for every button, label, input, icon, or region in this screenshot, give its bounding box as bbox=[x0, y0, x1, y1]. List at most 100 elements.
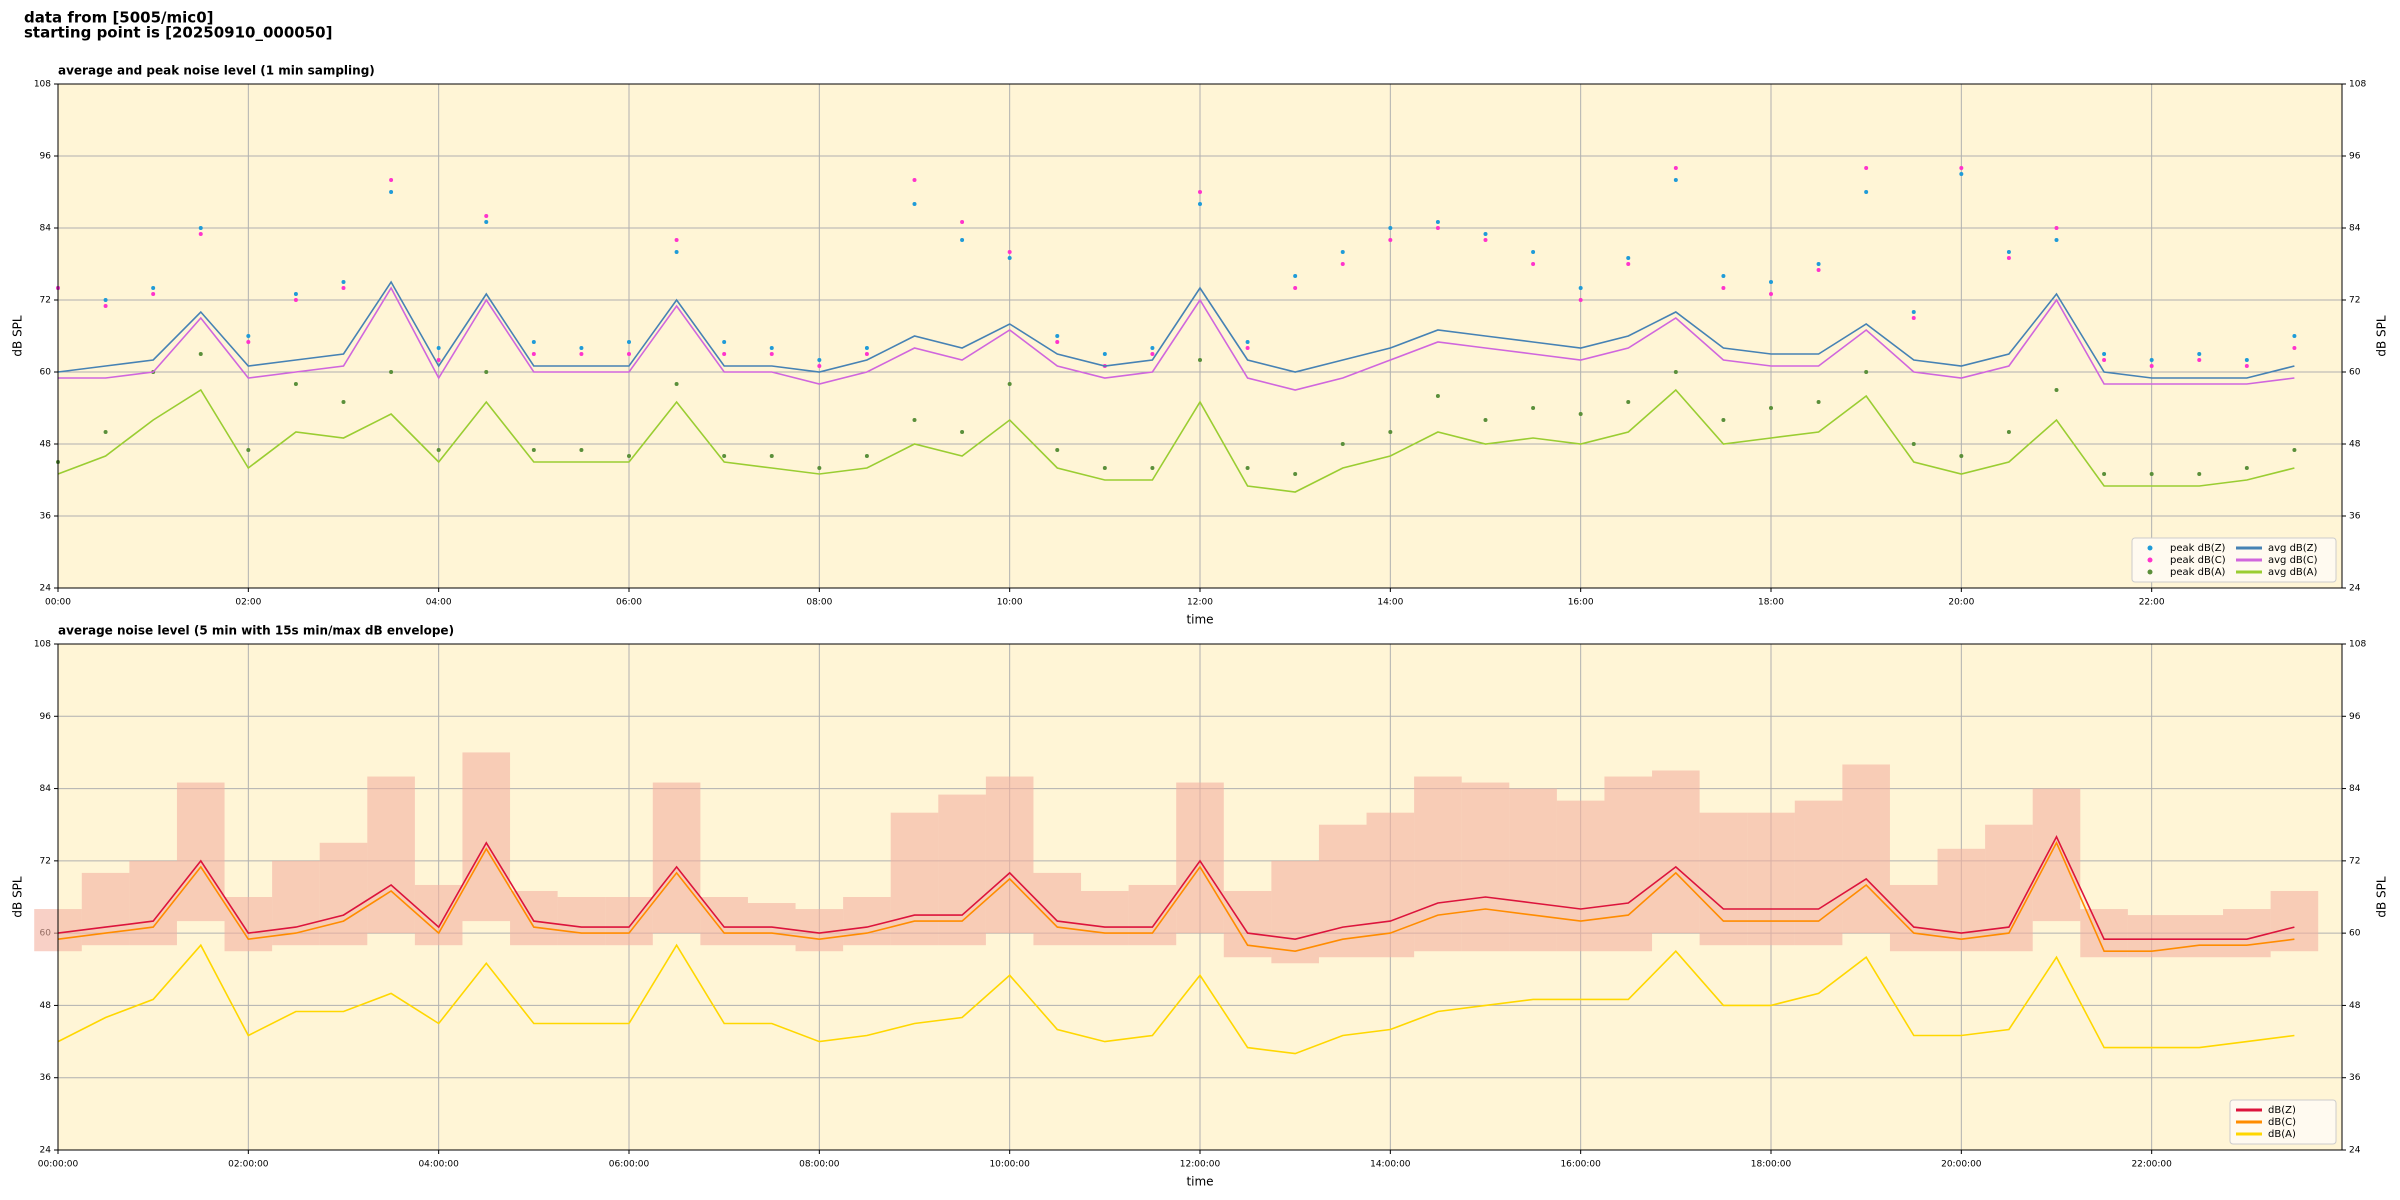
peak-point bbox=[198, 352, 203, 356]
peak-point bbox=[864, 454, 869, 458]
peak-point bbox=[246, 334, 251, 338]
y-tick-label: 24 bbox=[40, 1146, 52, 1156]
y-tick-label: 60 bbox=[2349, 929, 2361, 939]
peak-point bbox=[817, 466, 822, 470]
x-tick-label: 12:00:00 bbox=[1180, 1160, 1221, 1170]
peak-point bbox=[1959, 166, 1964, 170]
x-axis-label: time bbox=[1186, 613, 1213, 627]
envelope-band bbox=[1223, 890, 1272, 958]
envelope-band bbox=[890, 812, 939, 946]
peak-point bbox=[1388, 430, 1393, 434]
peak-point bbox=[960, 430, 965, 434]
peak-point bbox=[341, 400, 346, 404]
peak-point bbox=[2292, 346, 2297, 350]
x-tick-label: 22:00 bbox=[2139, 598, 2165, 608]
y-tick-label: 36 bbox=[2349, 512, 2361, 522]
peak-point bbox=[2006, 256, 2011, 260]
peak-point bbox=[1007, 256, 1012, 260]
envelope-band bbox=[272, 860, 320, 946]
x-tick-label: 22:00:00 bbox=[2131, 1160, 2172, 1170]
peak-point bbox=[293, 382, 298, 386]
peak-point bbox=[2054, 226, 2059, 230]
peak-point bbox=[103, 298, 108, 302]
peak-point bbox=[1911, 310, 1916, 314]
peak-point bbox=[722, 454, 727, 458]
y-tick-label: 48 bbox=[2349, 1001, 2361, 1011]
peak-point bbox=[341, 280, 346, 284]
plot-frame bbox=[57, 83, 2343, 589]
legend-label: peak dB(A) bbox=[2170, 567, 2226, 578]
peak-point bbox=[2149, 472, 2154, 476]
peak-point bbox=[2102, 352, 2107, 356]
peak-point bbox=[484, 370, 489, 374]
legend-label: avg dB(C) bbox=[2268, 555, 2318, 566]
peak-point bbox=[531, 352, 536, 356]
peak-point bbox=[2244, 364, 2249, 368]
peak-point bbox=[2197, 352, 2202, 356]
peak-point bbox=[1055, 334, 1060, 338]
y-tick-label: 48 bbox=[40, 440, 52, 450]
envelope-band bbox=[367, 776, 415, 934]
legend-label: avg dB(A) bbox=[2268, 567, 2318, 578]
peak-point bbox=[1864, 166, 1869, 170]
chart: average and peak noise level (1 min samp… bbox=[11, 64, 2389, 627]
y-tick-label: 96 bbox=[2349, 152, 2361, 162]
envelope-band bbox=[2223, 909, 2271, 958]
peak-point bbox=[198, 226, 203, 230]
series-line bbox=[57, 280, 2295, 379]
envelope-band bbox=[1081, 890, 1129, 946]
peak-point bbox=[1483, 238, 1488, 242]
peak-point bbox=[1245, 346, 1250, 350]
envelope-band bbox=[1747, 812, 1795, 946]
peak-point bbox=[1102, 466, 1107, 470]
peak-point bbox=[817, 364, 822, 368]
envelope-band bbox=[2270, 890, 2319, 952]
peak-point bbox=[1340, 262, 1345, 266]
peak-point bbox=[2149, 364, 2154, 368]
series-line bbox=[57, 834, 2295, 941]
peak-point bbox=[1340, 250, 1345, 254]
plot-frame bbox=[57, 643, 2343, 1151]
peak-point bbox=[1435, 226, 1440, 230]
peak-point bbox=[1150, 346, 1155, 350]
x-tick-label: 02:00 bbox=[235, 598, 261, 608]
peak-point bbox=[1435, 394, 1440, 398]
peak-point bbox=[2006, 250, 2011, 254]
peak-point bbox=[1959, 454, 1964, 458]
y-tick-label: 108 bbox=[2349, 80, 2366, 90]
peak-point bbox=[2292, 334, 2297, 338]
peak-point bbox=[293, 298, 298, 302]
peak-point bbox=[103, 304, 108, 308]
peak-point bbox=[2244, 466, 2249, 470]
peak-point bbox=[1911, 316, 1916, 320]
peak-point bbox=[531, 340, 536, 344]
envelope-band bbox=[129, 860, 177, 946]
envelope-band bbox=[1509, 788, 1557, 952]
envelope-band bbox=[1556, 800, 1605, 952]
x-tick-label: 08:00 bbox=[806, 598, 832, 608]
y-axis-label: dB SPL bbox=[2375, 876, 2389, 918]
peak-point bbox=[436, 358, 441, 362]
peak-point bbox=[103, 430, 108, 434]
peak-point bbox=[912, 202, 917, 206]
peak-point bbox=[627, 352, 631, 356]
peak-point bbox=[2006, 430, 2011, 434]
peak-point bbox=[1721, 274, 1726, 278]
y-tick-label: 96 bbox=[40, 712, 52, 722]
series-line bbox=[57, 388, 2295, 493]
peak-point bbox=[674, 250, 679, 254]
peak-point bbox=[1864, 370, 1869, 374]
envelope-band bbox=[2032, 788, 2081, 922]
header-line: starting point is [20250910_000050] bbox=[24, 24, 332, 42]
envelope-band bbox=[795, 909, 844, 952]
y-tick-label: 36 bbox=[2349, 1073, 2361, 1083]
peak-point bbox=[1198, 202, 1202, 206]
peak-point bbox=[1769, 280, 1773, 284]
chart: average noise level (5 min with 15s min/… bbox=[11, 624, 2389, 1189]
x-tick-label: 18:00 bbox=[1758, 598, 1784, 608]
envelope-band bbox=[1794, 800, 1843, 946]
peak-point bbox=[769, 454, 774, 458]
envelope-band bbox=[1414, 776, 1462, 952]
x-tick-label: 18:00:00 bbox=[1751, 1160, 1792, 1170]
